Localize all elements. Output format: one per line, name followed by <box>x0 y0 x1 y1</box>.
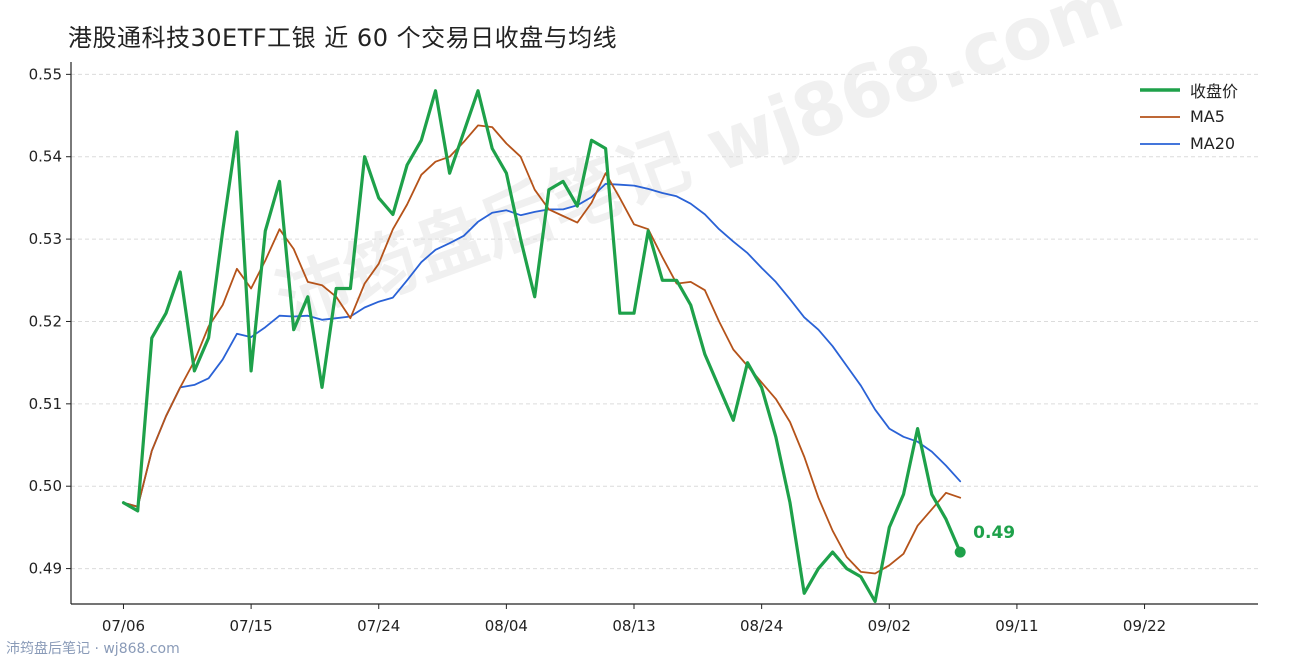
grid-lines <box>71 73 1258 570</box>
y-tick-label: 0.54 <box>29 148 62 166</box>
axes <box>70 62 1258 605</box>
series-lines <box>121 89 966 604</box>
y-tick-label: 0.52 <box>29 312 62 330</box>
x-tick-label: 07/15 <box>229 617 272 635</box>
series-line-close <box>121 89 962 604</box>
y-tick-label: 0.51 <box>29 395 62 413</box>
legend-swatch-close <box>1140 87 1180 92</box>
legend-label-ma5: MA5 <box>1190 107 1225 126</box>
last-value-label: 0.49 <box>973 523 1016 544</box>
chart-title: 港股通科技30ETF工银 近 60 个交易日收盘与均线 <box>68 24 618 52</box>
y-tick-label: 0.49 <box>29 560 62 578</box>
x-tick-label: 09/02 <box>868 617 911 635</box>
x-tick-label: 08/24 <box>740 617 783 635</box>
x-tick-label: 09/11 <box>995 617 1038 635</box>
x-tick-label: 08/04 <box>485 617 528 635</box>
y-tick-label: 0.55 <box>29 65 62 83</box>
legend-label-close: 收盘价 <box>1190 81 1239 101</box>
legend: 收盘价 MA5 MA20 <box>1140 76 1238 157</box>
last-point-marker <box>954 546 966 558</box>
footer-source: 沛筠盘后笔记 · wj868.com <box>6 641 180 657</box>
legend-swatch-ma5 <box>1140 115 1180 118</box>
y-tick-label: 0.50 <box>29 477 62 495</box>
x-tick-label: 09/22 <box>1123 617 1166 635</box>
ticks: 0.49 0.50 0.51 0.52 0.53 0.54 0.55 07/06 07/15 07… <box>29 65 1167 635</box>
y-tick-label: 0.53 <box>29 230 62 248</box>
x-tick-label: 08/13 <box>612 617 655 635</box>
x-tick-label: 07/06 <box>102 617 145 635</box>
series-line-ma20 <box>122 182 962 508</box>
legend-swatch-ma20 <box>1140 142 1180 145</box>
legend-item-ma5: MA5 <box>1140 103 1238 130</box>
x-tick-label: 07/24 <box>357 617 400 635</box>
legend-label-ma20: MA20 <box>1190 134 1236 153</box>
legend-item-ma20: MA20 <box>1140 130 1238 157</box>
legend-item-close: 收盘价 <box>1140 76 1238 103</box>
